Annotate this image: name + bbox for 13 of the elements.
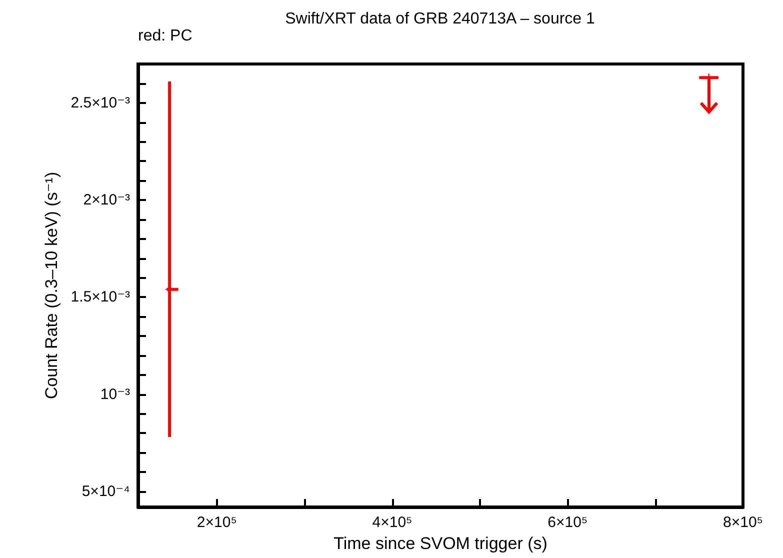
x-axis-title: Time since SVOM trigger (s)	[334, 534, 548, 553]
x-tick-label: 8×10⁵	[722, 514, 764, 531]
x-tick-label: 4×10⁵	[372, 514, 412, 531]
x-tick-label: 6×10⁵	[548, 514, 588, 531]
y-tick-label: 5×10⁻⁴	[82, 482, 130, 500]
y-tick-label: 2×10⁻³	[83, 192, 130, 209]
y-tick-label: 2.5×10⁻³	[70, 94, 130, 112]
text: red: PC	[138, 28, 192, 44]
y-axis-title: Count Rate (0.3–10 keV) (s⁻¹)	[42, 172, 61, 400]
x-tick-label: 2×10⁵	[196, 514, 237, 531]
chart-title: Swift/XRT data of GRB 240713A – source 1	[285, 10, 596, 28]
y-tick-label: 10⁻³	[100, 386, 130, 403]
y-tick-label: 1.5×10⁻³	[70, 288, 130, 306]
